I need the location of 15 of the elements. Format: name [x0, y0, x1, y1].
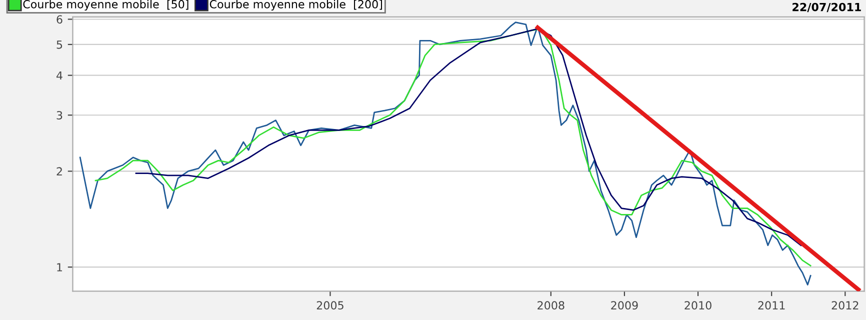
- y-tick-label: 4: [56, 71, 62, 80]
- x-tick-label: 2010: [684, 301, 712, 310]
- x-tick-label: 2012: [832, 301, 858, 310]
- x-tick-label: 2008: [538, 301, 564, 310]
- y-tick-label: 1: [57, 263, 62, 272]
- y-tick-label: 5: [56, 40, 62, 49]
- text: 22/07/2011: [792, 2, 861, 12]
- y-tick-label: 3: [56, 111, 62, 120]
- legend-label: Courbe moyenne mobile [50]: [23, 0, 188, 11]
- x-tick-label: 2011: [758, 301, 785, 310]
- x-tick-label: 2005: [316, 301, 344, 310]
- legend-label: Courbe moyenne mobile [200]: [210, 0, 382, 11]
- y-tick-label: 2: [56, 167, 62, 176]
- y-tick-label: 6: [56, 15, 62, 24]
- x-tick-label: 2009: [611, 301, 638, 310]
